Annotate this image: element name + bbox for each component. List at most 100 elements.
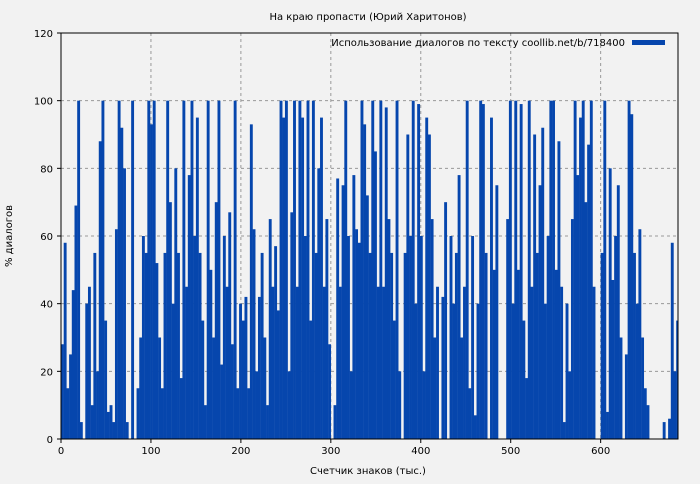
bar — [195, 117, 199, 439]
bar — [166, 100, 170, 439]
bar — [276, 310, 280, 439]
bar — [411, 100, 415, 439]
bar — [152, 100, 156, 439]
bar — [247, 388, 251, 439]
bar — [533, 134, 537, 439]
bar — [228, 212, 232, 439]
y-tick-label: 0 — [47, 435, 53, 446]
bar — [150, 124, 153, 439]
bar — [484, 252, 488, 439]
bar — [93, 252, 97, 439]
bar — [182, 100, 186, 439]
x-tick-label: 600 — [591, 446, 610, 457]
bar — [668, 418, 672, 439]
bar — [535, 252, 539, 439]
bar — [190, 100, 194, 439]
bar — [98, 141, 102, 439]
bar — [106, 411, 110, 439]
bar — [624, 354, 628, 439]
bar — [589, 100, 593, 439]
bar — [603, 100, 607, 439]
bar — [403, 252, 407, 439]
bar — [204, 405, 207, 439]
bar — [670, 242, 674, 439]
bar — [61, 344, 64, 439]
bar — [643, 388, 647, 439]
bar — [530, 286, 534, 439]
bar — [673, 371, 677, 439]
bar — [457, 175, 461, 439]
bar — [163, 252, 167, 439]
bar — [85, 303, 89, 439]
bar — [158, 337, 162, 439]
bar — [136, 388, 140, 439]
bar — [398, 371, 402, 439]
bar — [549, 100, 553, 439]
bar — [341, 185, 345, 439]
bar — [217, 100, 221, 439]
bar — [214, 202, 218, 439]
bar — [546, 236, 550, 439]
bar — [63, 242, 67, 439]
bar — [479, 100, 483, 439]
bar — [468, 388, 472, 439]
bar — [241, 320, 245, 439]
bar — [444, 202, 448, 439]
bar — [592, 286, 596, 439]
ticks: 0 100 200 300 400 500 600 0 20 40 60 80 100 120 — [34, 29, 610, 457]
bar — [387, 219, 391, 439]
bar — [430, 219, 434, 439]
bar — [379, 100, 383, 439]
y-tick-label: 80 — [40, 164, 53, 175]
bar — [522, 320, 526, 439]
bar — [587, 144, 591, 439]
bar — [611, 279, 615, 439]
bar — [355, 229, 359, 439]
bar — [109, 405, 113, 439]
bar — [309, 320, 313, 439]
bar — [271, 286, 275, 439]
bar — [414, 303, 418, 439]
bar — [495, 185, 499, 439]
bar — [155, 263, 159, 439]
bar — [263, 337, 267, 439]
bar — [201, 320, 205, 439]
bar — [581, 100, 585, 439]
bar — [614, 236, 618, 439]
bar — [441, 296, 445, 439]
bar — [360, 100, 364, 439]
bar — [249, 124, 253, 439]
bar — [293, 100, 296, 439]
x-tick-label: 500 — [501, 446, 520, 457]
bar — [336, 178, 340, 439]
bar — [600, 252, 604, 439]
bar — [371, 100, 375, 439]
bar — [511, 303, 515, 439]
bar — [90, 405, 94, 439]
bar — [565, 303, 569, 439]
bar — [252, 229, 256, 439]
bar — [274, 246, 278, 439]
bar — [570, 219, 574, 439]
bar — [476, 303, 480, 439]
bar — [568, 371, 572, 439]
x-tick-label: 100 — [141, 446, 160, 457]
bar — [147, 100, 151, 439]
bar — [244, 296, 248, 439]
legend-label: Использование диалогов по тексту coollib… — [331, 38, 625, 49]
bar — [177, 252, 180, 439]
bar — [179, 378, 183, 439]
y-axis-label: % диалогов — [4, 205, 15, 267]
bar — [552, 100, 555, 439]
bar — [171, 303, 175, 439]
bar — [554, 269, 558, 439]
bar — [608, 168, 612, 439]
bar — [454, 252, 458, 439]
bar — [193, 236, 197, 439]
bar — [417, 104, 421, 439]
bar — [212, 337, 216, 439]
bar — [541, 127, 545, 439]
bar — [225, 286, 229, 439]
bar — [465, 100, 469, 439]
